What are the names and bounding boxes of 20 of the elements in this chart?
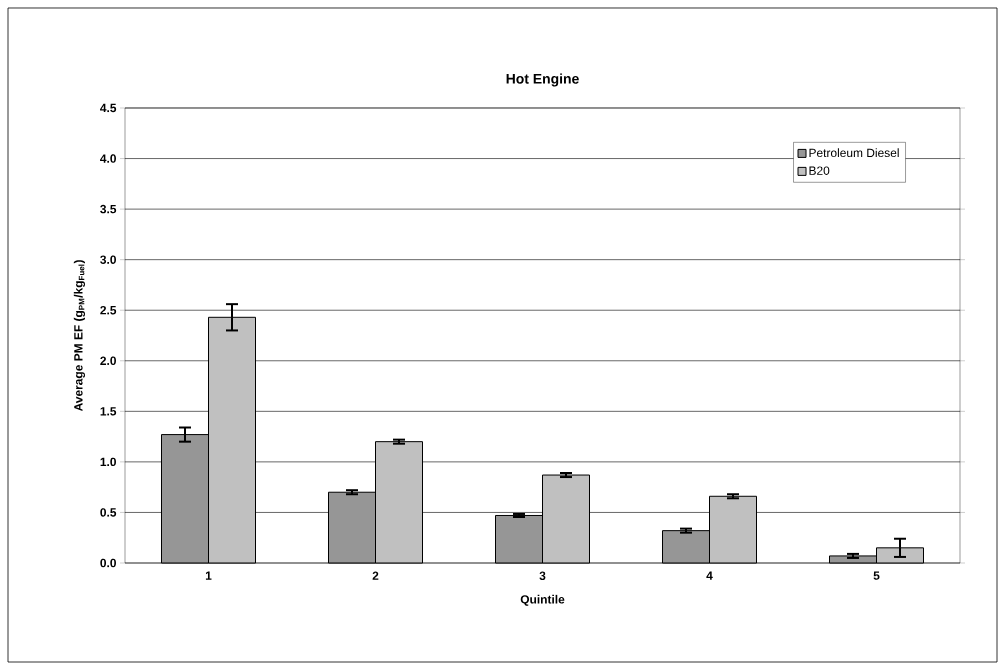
y-tick-label: 2.5: [100, 305, 117, 315]
y-tick-label: 3.0: [100, 255, 116, 264]
y-tick-label: 0.5: [100, 508, 117, 517]
x-tick-label: 3: [539, 571, 546, 581]
x-tick-label: 2: [372, 571, 379, 580]
x-axis-title: Quintile: [520, 594, 565, 606]
y-tick-label: 3.5: [100, 204, 117, 214]
x-tick-label: 5: [873, 571, 880, 580]
y-tick-label: 1.5: [100, 407, 117, 416]
x-tick-label: 4: [706, 571, 713, 580]
y-axis-title: Average PM EF (g$_{PM}$/kg$_{Fuel}$): [73, 260, 86, 412]
chart-title: Hot Engine: [506, 73, 579, 87]
y-tick-label: 0.0: [100, 558, 116, 568]
legend-label: B20: [809, 166, 830, 175]
y-tick-label: 2.0: [100, 356, 116, 365]
y-tick-label: 1.0: [100, 457, 116, 467]
x-tick-label: 1: [205, 571, 212, 580]
y-tick-label: 4.0: [100, 154, 116, 163]
legend-label: Petroleum Diesel: [809, 148, 899, 158]
y-tick-label: 4.5: [100, 103, 117, 113]
